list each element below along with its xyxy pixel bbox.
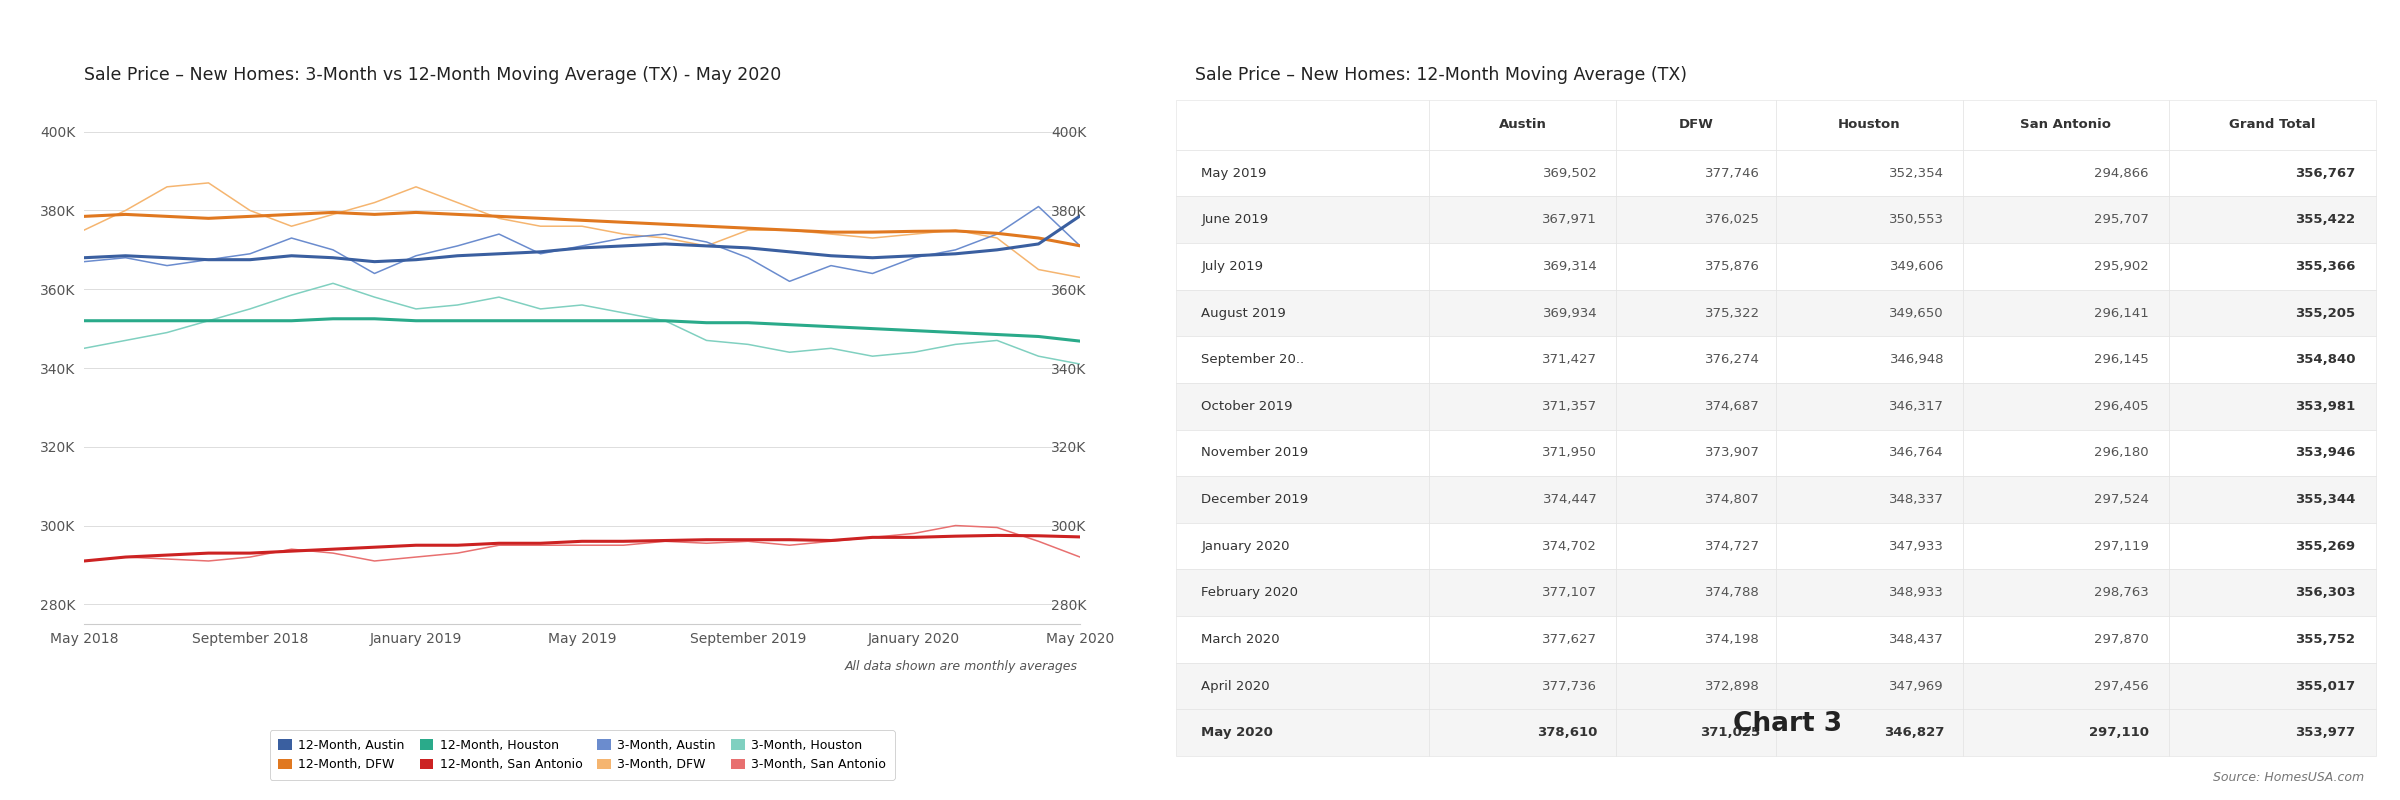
Legend: 12-Month, Austin, 12-Month, DFW, 12-Month, Houston, 12-Month, San Antonio, 3-Mon: 12-Month, Austin, 12-Month, DFW, 12-Mont… bbox=[269, 730, 895, 780]
Text: Sale Price – New Homes: 12-Month Moving Average (TX): Sale Price – New Homes: 12-Month Moving … bbox=[1195, 66, 1687, 84]
Text: Source: HomesUSA.com: Source: HomesUSA.com bbox=[2213, 771, 2364, 784]
Text: Chart 3: Chart 3 bbox=[1733, 711, 1843, 737]
Text: Sale Price – New Homes: 3-Month vs 12-Month Moving Average (TX) - May 2020: Sale Price – New Homes: 3-Month vs 12-Mo… bbox=[84, 66, 782, 84]
Text: All data shown are monthly averages: All data shown are monthly averages bbox=[845, 660, 1078, 673]
